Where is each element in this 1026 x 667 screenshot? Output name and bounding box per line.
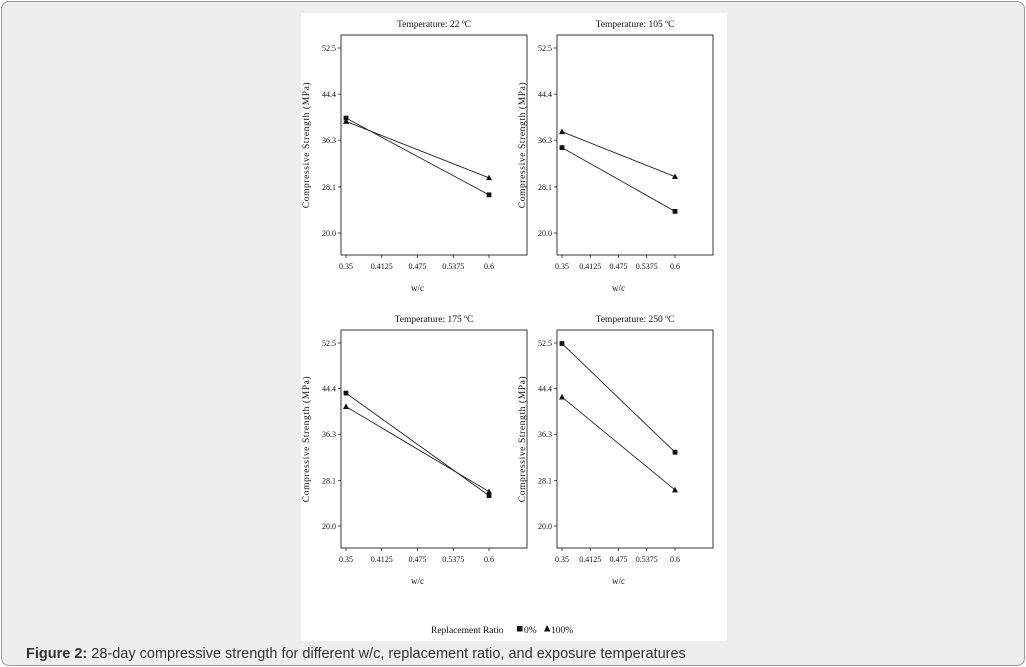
x-tick-label: 0.6 [670,262,680,271]
x-tick-label: 0.5375 [442,555,464,564]
x-tick-label: 0.5375 [636,262,658,271]
data-point-square [486,493,492,498]
x-axis-label: w/c [411,576,424,586]
figure-panel: Temperature: 22 ºC 20.0 28.1 36.3 44.4 52.5 0.… [301,13,727,641]
legend-square-marker [517,626,523,632]
legend-entry-label: 0% [524,626,537,636]
data-point-triangle [672,486,678,493]
chart-title: Temperature: 250 ºC [596,315,675,325]
x-tick-label: 0.4125 [371,262,393,271]
chart-title: Temperature: 105 ºC [596,20,675,30]
data-point-triangle [343,118,349,124]
y-tick-label: 44.4 [322,90,336,99]
y-tick-label: 28.1 [538,183,552,192]
data-point-triangle [559,393,565,400]
x-tick-label: 0.35 [339,262,353,271]
y-tick-label: 52.5 [322,44,336,53]
y-tick-label: 36.3 [322,136,336,145]
y-tick-label: 20.0 [538,229,552,238]
data-point-square [559,341,565,346]
data-point-square [672,449,678,455]
x-tick-label: 0.5375 [442,262,464,271]
data-point-square [486,192,492,198]
data-point-triangle [559,128,565,135]
series-line [345,406,490,493]
data-point-triangle [486,174,492,181]
x-tick-label: 0.6 [484,262,494,271]
y-tick-label: 20.0 [322,522,336,531]
series-line [345,392,490,496]
data-point-triangle [672,173,678,180]
data-point-triangle [486,488,492,495]
legend-triangle-marker [544,625,551,632]
series-line [561,343,676,453]
plot-frame [556,34,714,256]
y-tick-label: 44.4 [538,385,552,394]
y-tick-label: 52.5 [538,339,552,348]
data-point-triangle [343,403,349,410]
series-line [345,121,490,179]
figure-caption: Figure 2: 28-day compressive strength fo… [26,646,686,662]
y-tick-label: 28.1 [538,476,552,485]
x-axis-label: w/c [612,576,625,586]
plot-frame [340,329,528,549]
legend-title: Replacement Ratio [431,626,504,636]
y-tick-label: 28.1 [322,476,336,485]
data-point-square [343,390,349,396]
x-tick-label: 0.475 [610,555,628,564]
figure-label: Figure 2: [26,646,88,662]
y-axis-label: Compressive Strength (MPa) [517,82,528,208]
x-tick-label: 0.6 [670,555,680,564]
y-tick-label: 20.0 [538,522,552,531]
data-point-square [672,208,678,214]
y-axis-label: Compressive Strength (MPa) [301,376,312,502]
chart-grid: Temperature: 22 ºC 20.0 28.1 36.3 44.4 52.5 0.… [301,20,714,636]
x-tick-label: 0.35 [555,262,569,271]
y-tick-label: 20.0 [322,229,336,238]
y-tick-label: 44.4 [538,90,552,99]
y-tick-label: 36.3 [538,430,552,439]
chart-title: Temperature: 175 ºC [395,315,474,325]
series-line [561,147,676,212]
data-point-square [559,145,565,151]
x-tick-label: 0.4125 [579,555,601,564]
x-tick-label: 0.35 [555,555,569,564]
y-tick-label: 44.4 [322,385,336,394]
y-tick-label: 52.5 [538,44,552,53]
y-tick-label: 36.3 [538,136,552,145]
x-tick-label: 0.475 [409,262,427,271]
x-tick-label: 0.475 [409,555,427,564]
y-tick-label: 52.5 [322,339,336,348]
x-tick-label: 0.4125 [371,555,393,564]
x-tick-label: 0.35 [339,555,353,564]
x-tick-label: 0.475 [610,262,628,271]
figure-caption-text: 28-day compressive strength for differen… [91,646,686,662]
y-axis-label: Compressive Strength (MPa) [301,82,312,208]
y-tick-label: 36.3 [322,430,336,439]
series-line [561,131,676,178]
y-tick-label: 28.1 [322,183,336,192]
y-axis-label: Compressive Strength (MPa) [517,376,528,502]
series-line [561,396,676,491]
plot-frame [556,329,714,549]
data-point-square [343,115,349,121]
plot-frame [340,34,528,256]
x-tick-label: 0.4125 [579,262,601,271]
legend-entry-label: 100% [551,626,573,636]
x-tick-label: 0.5375 [636,555,658,564]
x-axis-label: w/c [612,283,625,293]
chart-title: Temperature: 22 ºC [397,20,471,30]
x-axis-label: w/c [411,283,424,293]
x-tick-label: 0.6 [484,555,494,564]
